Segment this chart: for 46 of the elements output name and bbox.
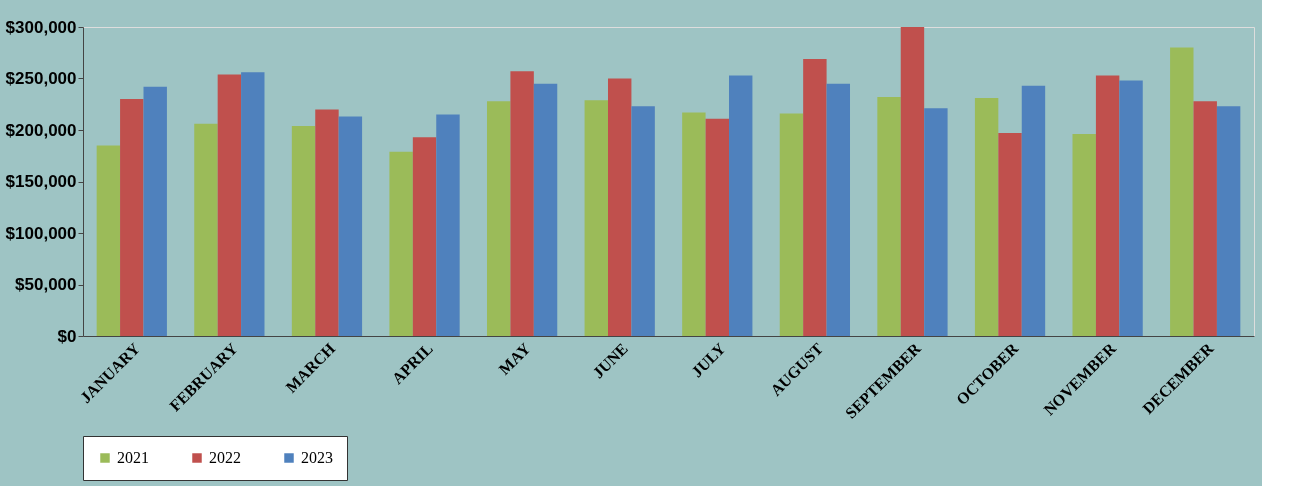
y-tick-label: $300,000 — [5, 17, 77, 37]
legend-label: 2022 — [209, 449, 241, 466]
bar — [877, 97, 901, 336]
bar — [682, 112, 706, 336]
y-tick-label: $100,000 — [5, 223, 77, 243]
bar — [779, 113, 804, 336]
bar — [96, 145, 121, 336]
bar — [120, 99, 144, 336]
bar — [1095, 75, 1120, 336]
bar — [1193, 101, 1217, 336]
bar — [974, 98, 999, 336]
bar — [389, 151, 413, 336]
bar — [436, 114, 460, 336]
bar — [510, 71, 534, 336]
bar — [1021, 85, 1046, 336]
bar — [486, 101, 511, 336]
legend-label: 2023 — [301, 449, 333, 466]
bar — [1119, 80, 1143, 336]
bar — [291, 125, 316, 336]
bar — [412, 137, 437, 336]
bar — [608, 78, 632, 336]
legend-label: 2021 — [117, 449, 149, 466]
bar — [315, 109, 339, 336]
y-tick-label: $0 — [57, 326, 77, 346]
bar — [338, 116, 363, 336]
bar — [705, 118, 729, 336]
bar — [1216, 106, 1241, 336]
bar — [900, 27, 925, 336]
bar — [584, 100, 608, 336]
y-tick-label: $150,000 — [5, 172, 77, 191]
y-tick-label: $250,000 — [5, 69, 77, 88]
bar — [217, 74, 242, 336]
y-tick-label: $50,000 — [15, 275, 77, 294]
bar — [1072, 134, 1096, 336]
bar — [1170, 47, 1194, 336]
bar — [143, 86, 167, 336]
y-tick-label: $200,000 — [5, 120, 77, 140]
bar — [533, 83, 558, 336]
bar — [998, 133, 1022, 336]
bar — [924, 108, 948, 336]
bar — [803, 58, 827, 336]
bar — [631, 106, 655, 336]
bar — [826, 83, 850, 336]
bar — [729, 75, 753, 336]
bar — [194, 123, 218, 336]
bar — [241, 72, 265, 336]
